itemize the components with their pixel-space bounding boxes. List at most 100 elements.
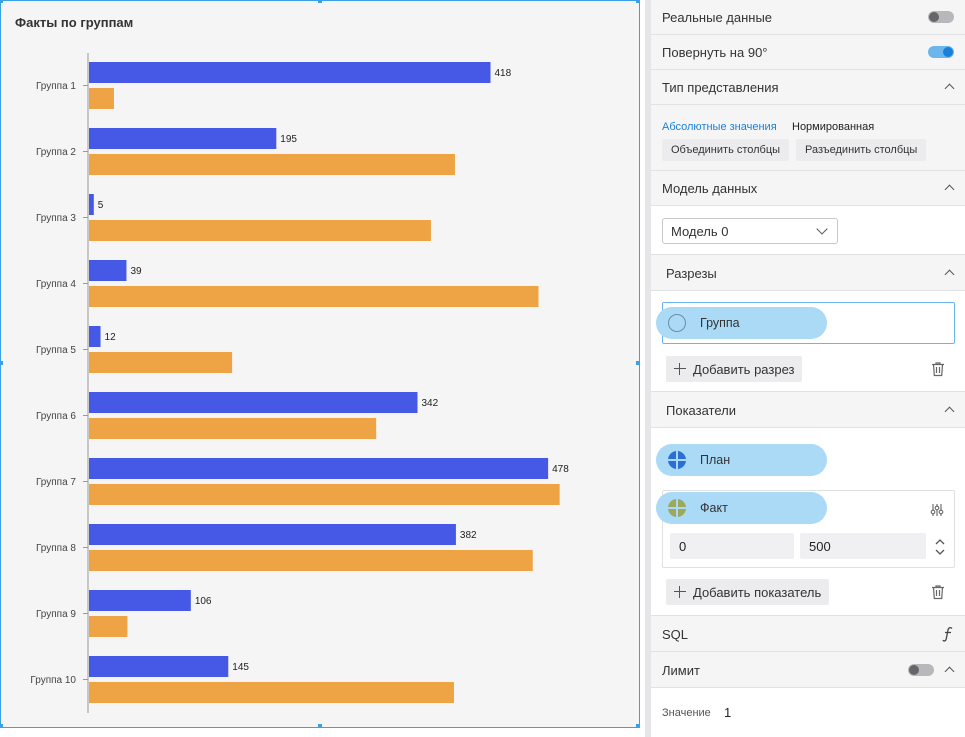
resize-handle-top-left[interactable]	[0, 0, 3, 3]
sql-label: SQL	[662, 626, 689, 642]
resize-handle-bottom-right[interactable]	[636, 724, 640, 728]
measure-plan-label: План	[700, 453, 731, 467]
merge-columns-button[interactable]: Объединить столбцы	[662, 139, 790, 161]
plus-icon	[674, 363, 686, 375]
bar-value-label: 478	[552, 464, 569, 475]
bar-series-1[interactable]	[89, 260, 127, 281]
normalized-link[interactable]: Нормированная	[792, 121, 875, 133]
settings-panel: Реальные данные Повернуть на 90° Тип пре…	[651, 0, 965, 737]
circle-icon	[668, 314, 686, 332]
bar-value-label: 106	[195, 596, 212, 607]
sql-row[interactable]: SQL	[651, 617, 965, 652]
category-label: Группа 9	[36, 609, 76, 620]
bar-series-1[interactable]	[89, 590, 191, 611]
add-measure-label: Добавить показатель	[693, 584, 822, 600]
resize-handle-bottom[interactable]	[318, 724, 322, 728]
range-min-input[interactable]: 0	[670, 533, 794, 559]
chevron-up-icon[interactable]	[944, 665, 954, 675]
bar-value-label: 382	[460, 530, 477, 541]
resize-handle-left[interactable]	[0, 361, 3, 365]
resize-handle-top-right[interactable]	[636, 0, 640, 3]
limit-header[interactable]: Лимит	[651, 653, 965, 688]
split-columns-button[interactable]: Разъединить столбцы	[796, 139, 927, 161]
real-data-toggle[interactable]	[928, 11, 954, 23]
function-icon[interactable]	[942, 626, 954, 642]
bar-series-1[interactable]	[89, 458, 549, 479]
bar-series-2[interactable]	[89, 682, 454, 703]
category-label: Группа 6	[36, 411, 76, 422]
bar-value-label: 12	[105, 332, 117, 343]
rotate-label: Повернуть на 90°	[662, 44, 768, 60]
chevron-up-icon[interactable]	[944, 405, 954, 415]
add-dimension-label: Добавить разрез	[693, 361, 795, 377]
fact-measure-icon	[668, 499, 686, 517]
bar-value-label: 418	[494, 68, 511, 79]
measure-pill-plan[interactable]: План	[656, 444, 827, 476]
bar-series-2[interactable]	[89, 484, 560, 505]
chevron-up-icon[interactable]	[944, 183, 954, 193]
measure-pill-fact[interactable]: Факт	[656, 492, 827, 524]
bar-series-2[interactable]	[89, 286, 539, 307]
stepper-icon[interactable]	[934, 537, 946, 557]
limit-body	[651, 688, 965, 737]
bar-series-1[interactable]	[89, 656, 229, 677]
resize-handle-top[interactable]	[318, 0, 322, 3]
data-model-header[interactable]: Модель данных	[651, 171, 965, 206]
dimension-pill-group[interactable]: Группа	[656, 307, 827, 339]
resize-handle-bottom-left[interactable]	[0, 724, 3, 728]
trash-icon[interactable]	[931, 361, 945, 377]
bar-series-1[interactable]	[89, 326, 101, 347]
real-data-label: Реальные данные	[662, 9, 773, 25]
limit-label: Лимит	[662, 662, 700, 678]
model-select-value: Модель 0	[671, 223, 729, 239]
add-dimension-button[interactable]: Добавить разрез	[666, 356, 803, 382]
real-data-row: Реальные данные	[651, 0, 965, 35]
measures-header[interactable]: Показатели	[651, 393, 965, 428]
bar-series-1[interactable]	[89, 128, 277, 149]
settings-sliders-icon[interactable]	[930, 503, 944, 517]
bar-series-2[interactable]	[89, 154, 455, 175]
bar-series-1[interactable]	[89, 524, 456, 545]
data-model-label: Модель данных	[662, 180, 758, 196]
bar-series-2[interactable]	[89, 418, 377, 439]
bar-series-2[interactable]	[89, 616, 128, 637]
dimensions-header[interactable]: Разрезы	[651, 256, 965, 291]
bar-series-2[interactable]	[89, 550, 533, 571]
category-label: Группа 8	[36, 543, 76, 554]
bar-series-2[interactable]	[89, 352, 233, 373]
plus-icon	[674, 586, 686, 598]
category-label: Группа 4	[36, 279, 76, 290]
bar-series-1[interactable]	[89, 392, 418, 413]
trash-icon[interactable]	[931, 584, 945, 600]
chart-panel[interactable]: Группа 1 418 Группа 2 195 Группа 3 5 Группа 4 3…	[0, 0, 640, 728]
view-type-label: Тип представления	[662, 79, 779, 95]
chevron-up-icon[interactable]	[944, 268, 954, 278]
absolute-values-link[interactable]: Абсолютные значения	[662, 121, 777, 133]
bar-value-label: 39	[130, 266, 142, 277]
plan-measure-icon	[668, 451, 686, 469]
bar-series-1[interactable]	[89, 62, 491, 83]
bar-chart: Группа 1 418 Группа 2 195 Группа 3 5 Группа 4 3…	[30, 53, 569, 713]
category-label: Группа 10	[30, 675, 76, 686]
range-max-input[interactable]: 500	[800, 533, 926, 559]
category-label: Группа 3	[36, 213, 76, 224]
dimensions-label: Разрезы	[666, 265, 717, 281]
resize-handle-right[interactable]	[636, 361, 640, 365]
bar-value-label: 145	[232, 662, 249, 673]
add-measure-button[interactable]: Добавить показатель	[666, 579, 830, 605]
category-label: Группа 2	[36, 147, 76, 158]
chevron-down-icon	[816, 223, 828, 235]
bar-series-2[interactable]	[89, 88, 114, 109]
chevron-up-icon[interactable]	[944, 82, 954, 92]
view-type-header[interactable]: Тип представления	[651, 70, 965, 105]
rotate-toggle[interactable]	[928, 46, 954, 58]
measure-fact-label: Факт	[700, 501, 728, 515]
bar-series-2[interactable]	[89, 220, 431, 241]
panel-splitter[interactable]	[645, 0, 651, 737]
bar-series-1[interactable]	[89, 194, 94, 215]
limit-toggle[interactable]	[908, 664, 934, 676]
model-select[interactable]: Модель 0	[662, 218, 838, 244]
bar-value-label: 195	[280, 134, 297, 145]
dimension-pill-label: Группа	[700, 316, 740, 330]
limit-value-input[interactable]: 1	[724, 705, 732, 720]
